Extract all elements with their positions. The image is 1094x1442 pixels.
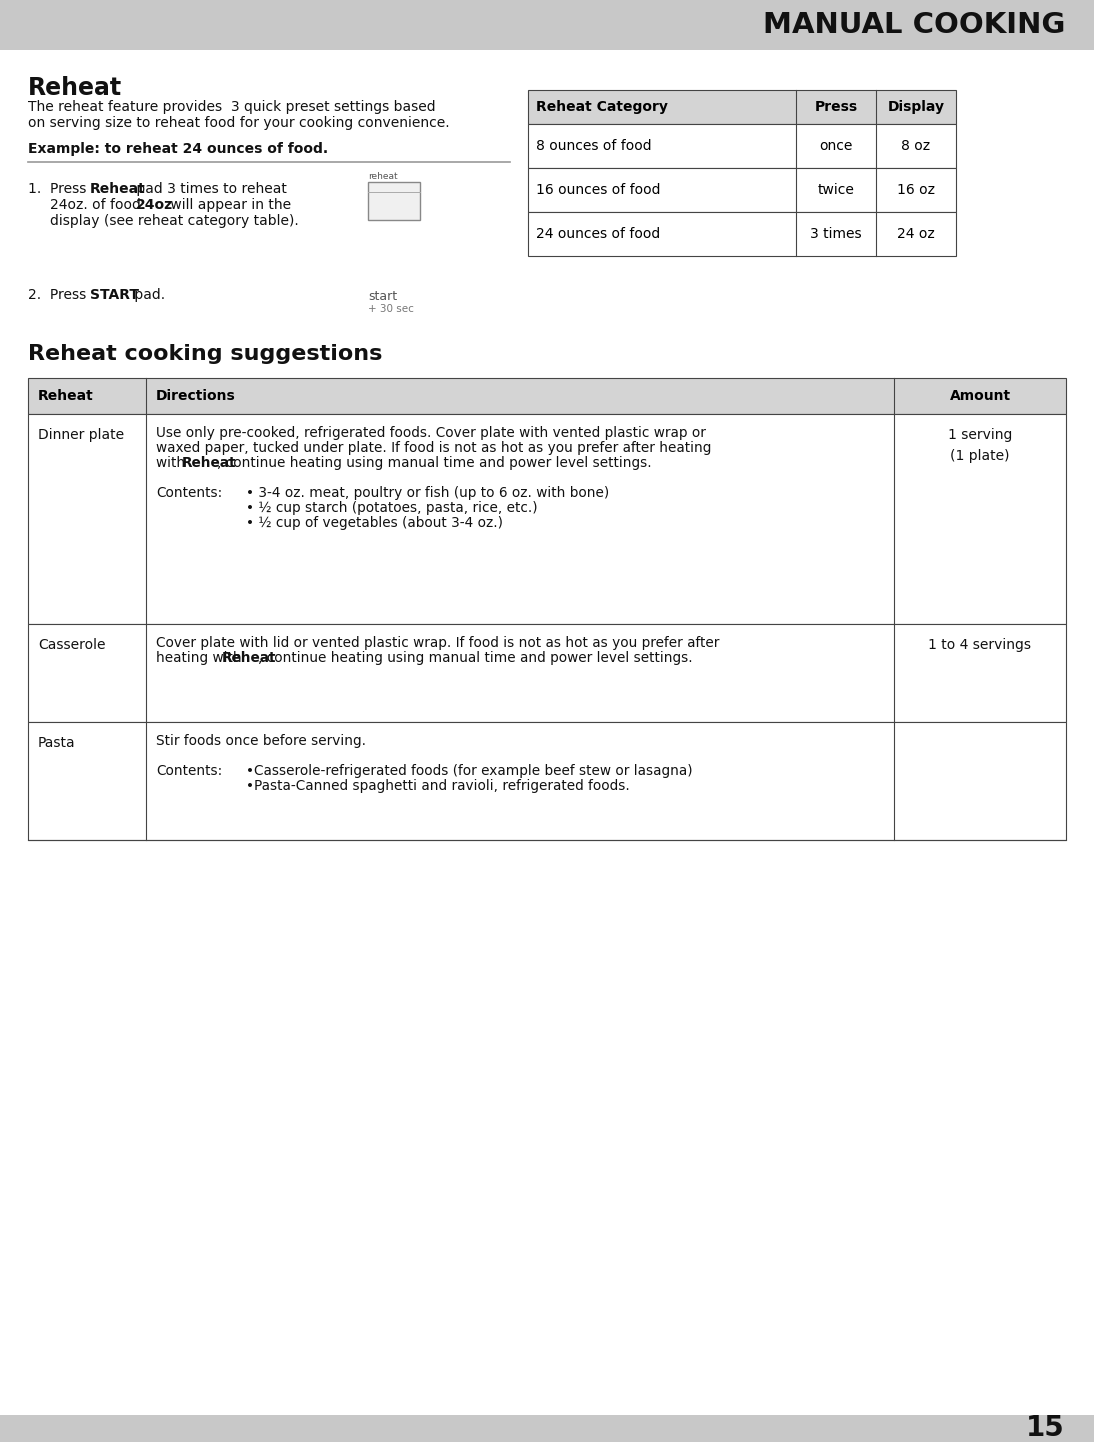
Text: with: with — [156, 456, 189, 470]
Text: 1 to 4 servings: 1 to 4 servings — [929, 637, 1032, 652]
Text: Reheat cooking suggestions: Reheat cooking suggestions — [28, 345, 383, 363]
Text: Reheat: Reheat — [222, 650, 277, 665]
Text: on serving size to reheat food for your cooking convenience.: on serving size to reheat food for your … — [28, 115, 450, 130]
Text: 8 ounces of food: 8 ounces of food — [536, 138, 652, 153]
Text: 24 ounces of food: 24 ounces of food — [536, 226, 661, 241]
Text: •Casserole-refrigerated foods (for example beef stew or lasagna): •Casserole-refrigerated foods (for examp… — [246, 764, 693, 779]
Text: 8 oz: 8 oz — [901, 138, 931, 153]
Text: Reheat: Reheat — [182, 456, 236, 470]
Text: waxed paper, tucked under plate. If food is not as hot as you prefer after heati: waxed paper, tucked under plate. If food… — [156, 441, 711, 456]
Text: Reheat Category: Reheat Category — [536, 99, 667, 114]
Text: 16 oz: 16 oz — [897, 183, 935, 198]
Text: Stir foods once before serving.: Stir foods once before serving. — [156, 734, 366, 748]
Text: twice: twice — [817, 183, 854, 198]
Text: Pasta: Pasta — [38, 735, 75, 750]
Text: • 3-4 oz. meat, poultry or fish (up to 6 oz. with bone): • 3-4 oz. meat, poultry or fish (up to 6… — [246, 486, 609, 500]
Bar — [528, 89, 956, 124]
Text: MANUAL COOKING: MANUAL COOKING — [763, 12, 1064, 39]
Text: + 30 sec: + 30 sec — [368, 304, 414, 314]
Text: 24 oz: 24 oz — [897, 226, 935, 241]
Bar — [28, 624, 1066, 722]
Text: display (see reheat category table).: display (see reheat category table). — [50, 213, 299, 228]
Text: 1.  Press: 1. Press — [28, 182, 91, 196]
Text: Directions: Directions — [156, 389, 235, 402]
Text: , continue heating using manual time and power level settings.: , continue heating using manual time and… — [217, 456, 651, 470]
Text: • ½ cup starch (potatoes, pasta, rice, etc.): • ½ cup starch (potatoes, pasta, rice, e… — [246, 500, 537, 515]
Text: Example: to reheat 24 ounces of food.: Example: to reheat 24 ounces of food. — [28, 141, 328, 156]
Text: start: start — [368, 290, 397, 303]
Text: Amount: Amount — [950, 389, 1011, 402]
Text: 16 ounces of food: 16 ounces of food — [536, 183, 661, 198]
Bar — [0, 1415, 1094, 1442]
Text: 1 serving
(1 plate): 1 serving (1 plate) — [947, 428, 1012, 463]
Text: Contents:: Contents: — [156, 764, 222, 779]
Text: will appear in the: will appear in the — [166, 198, 291, 212]
Text: pad 3 times to reheat: pad 3 times to reheat — [132, 182, 287, 196]
Bar — [528, 169, 956, 212]
Text: Display: Display — [887, 99, 944, 114]
Text: START: START — [90, 288, 139, 301]
Text: , continue heating using manual time and power level settings.: , continue heating using manual time and… — [257, 650, 693, 665]
Text: Contents:: Contents: — [156, 486, 222, 500]
Text: pad.: pad. — [130, 288, 165, 301]
Text: heating with: heating with — [156, 650, 246, 665]
Bar — [0, 0, 1094, 50]
Text: Cover plate with lid or vented plastic wrap. If food is not as hot as you prefer: Cover plate with lid or vented plastic w… — [156, 636, 720, 650]
Text: Reheat: Reheat — [28, 76, 123, 99]
Bar — [528, 124, 956, 169]
Text: 3 times: 3 times — [811, 226, 862, 241]
Text: reheat: reheat — [368, 172, 397, 182]
Text: once: once — [819, 138, 852, 153]
Text: 24oz: 24oz — [136, 198, 173, 212]
Bar — [528, 212, 956, 257]
Text: •Pasta-Canned spaghetti and ravioli, refrigerated foods.: •Pasta-Canned spaghetti and ravioli, ref… — [246, 779, 630, 793]
Text: Reheat: Reheat — [38, 389, 94, 402]
Bar — [28, 414, 1066, 624]
Bar — [28, 722, 1066, 841]
Text: 24oz. of food.: 24oz. of food. — [50, 198, 150, 212]
Bar — [28, 378, 1066, 414]
Text: 2.  Press: 2. Press — [28, 288, 91, 301]
Text: Press: Press — [814, 99, 858, 114]
Text: • ½ cup of vegetables (about 3-4 oz.): • ½ cup of vegetables (about 3-4 oz.) — [246, 516, 503, 531]
Text: Use only pre-cooked, refrigerated foods. Cover plate with vented plastic wrap or: Use only pre-cooked, refrigerated foods.… — [156, 425, 706, 440]
Text: Casserole: Casserole — [38, 637, 105, 652]
Text: 15: 15 — [1026, 1415, 1064, 1442]
Text: The reheat feature provides  3 quick preset settings based: The reheat feature provides 3 quick pres… — [28, 99, 435, 114]
Text: Dinner plate: Dinner plate — [38, 428, 124, 443]
Text: Reheat: Reheat — [90, 182, 146, 196]
Bar — [368, 182, 420, 221]
